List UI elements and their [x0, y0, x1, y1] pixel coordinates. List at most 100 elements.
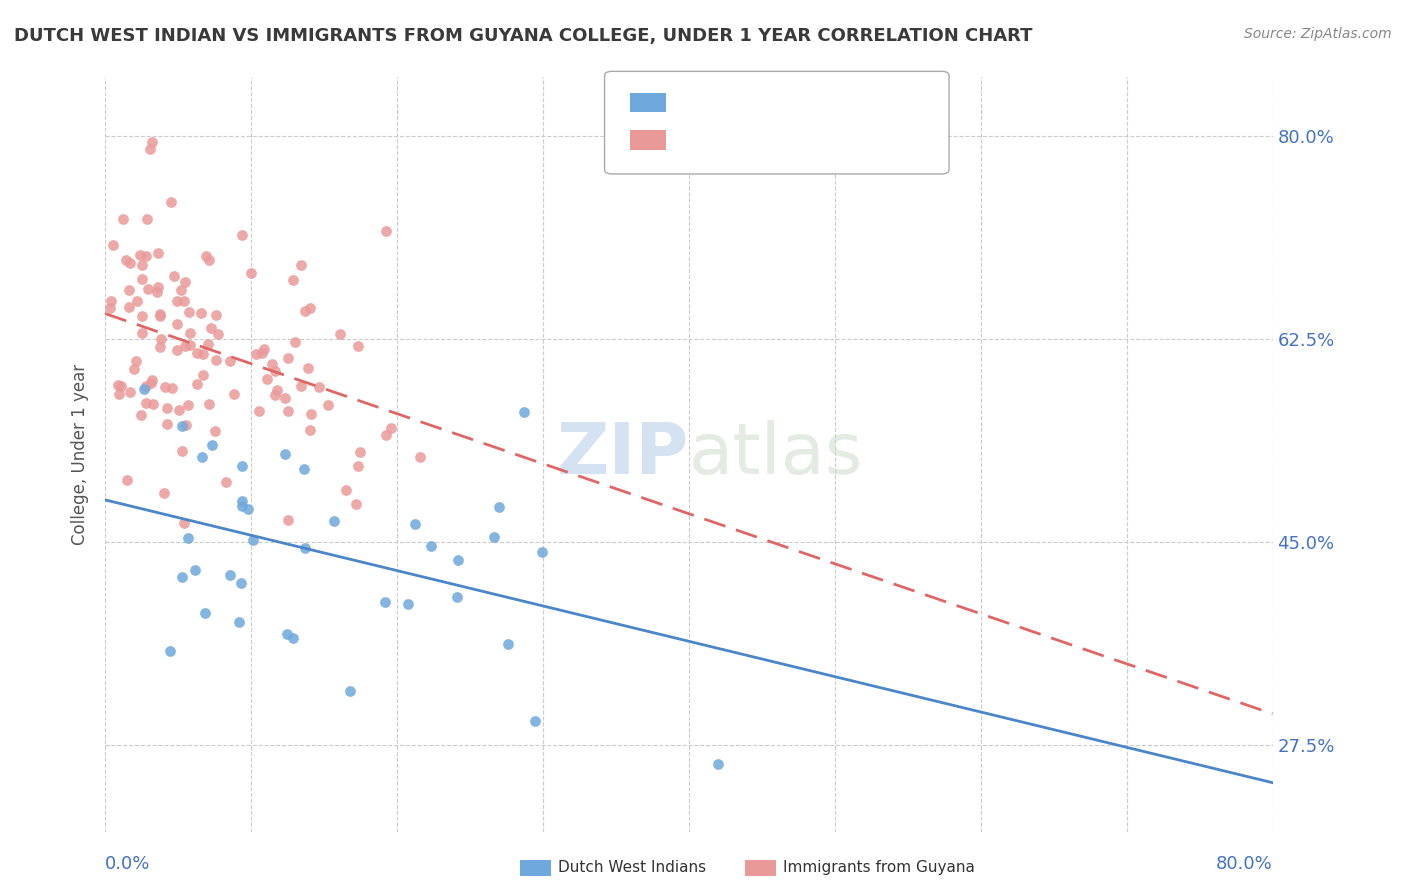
Point — [231, 227, 253, 242]
Point — [380, 421, 402, 435]
Point — [523, 714, 546, 728]
Point — [530, 545, 553, 559]
Point — [131, 272, 153, 286]
Point — [117, 301, 139, 315]
Point — [274, 392, 297, 406]
Point — [316, 399, 339, 413]
Point — [129, 248, 152, 262]
Point — [173, 516, 195, 531]
Point — [122, 362, 145, 376]
Point — [215, 475, 238, 489]
Point — [323, 514, 346, 528]
Point — [179, 338, 201, 352]
Point — [420, 540, 443, 554]
Point — [513, 405, 536, 419]
Point — [290, 258, 312, 272]
Point — [155, 380, 177, 394]
Point — [166, 317, 188, 331]
Point — [186, 376, 208, 391]
Point — [484, 530, 506, 544]
Point — [374, 428, 396, 442]
Text: atlas: atlas — [689, 420, 863, 490]
Point — [107, 377, 129, 392]
Point — [177, 398, 200, 412]
Point — [231, 494, 253, 508]
Point — [247, 403, 270, 417]
Point — [198, 253, 221, 268]
Point — [156, 417, 179, 431]
Point — [276, 627, 298, 641]
Point — [409, 450, 432, 464]
Text: -0.451: -0.451 — [721, 129, 780, 147]
Point — [299, 301, 322, 316]
Point — [118, 283, 141, 297]
Point — [195, 249, 218, 263]
Point — [294, 541, 316, 555]
Point — [277, 513, 299, 527]
Point — [135, 249, 157, 263]
Point — [335, 483, 357, 497]
Point — [108, 387, 131, 401]
Text: DUTCH WEST INDIAN VS IMMIGRANTS FROM GUYANA COLLEGE, UNDER 1 YEAR CORRELATION CH: DUTCH WEST INDIAN VS IMMIGRANTS FROM GUY… — [14, 27, 1032, 45]
Point — [231, 575, 253, 590]
Point — [141, 373, 163, 387]
Point — [292, 462, 315, 476]
Point — [112, 212, 135, 227]
Text: 37: 37 — [820, 92, 844, 110]
Point — [224, 387, 246, 401]
Point — [174, 275, 197, 289]
Point — [264, 388, 287, 402]
Point — [231, 459, 253, 474]
Point — [274, 447, 297, 461]
Text: ZIP: ZIP — [557, 420, 689, 490]
Point — [308, 380, 330, 394]
Point — [298, 423, 321, 437]
Point — [194, 606, 217, 620]
Point — [347, 458, 370, 473]
Point — [139, 142, 162, 156]
Point — [160, 194, 183, 209]
Point — [118, 385, 141, 400]
Point — [277, 404, 299, 418]
Text: 0.0%: 0.0% — [105, 855, 150, 872]
Point — [375, 224, 398, 238]
Point — [134, 383, 156, 397]
Point — [201, 438, 224, 452]
Point — [176, 418, 198, 433]
Point — [124, 354, 146, 368]
Point — [498, 637, 520, 651]
Point — [173, 293, 195, 308]
Point — [142, 397, 165, 411]
Point — [153, 485, 176, 500]
Text: -0.244: -0.244 — [721, 92, 780, 110]
Point — [101, 238, 124, 252]
Point — [446, 590, 468, 604]
Point — [177, 304, 200, 318]
Point — [264, 364, 287, 378]
Point — [329, 327, 352, 342]
Point — [169, 402, 191, 417]
Text: N =: N = — [785, 92, 821, 110]
Text: R =: R = — [679, 92, 716, 110]
Point — [136, 282, 159, 296]
Point — [339, 684, 361, 698]
Point — [148, 310, 170, 324]
Point — [149, 340, 172, 354]
Point — [297, 361, 319, 376]
Point — [162, 381, 184, 395]
Point — [198, 397, 221, 411]
Point — [281, 273, 304, 287]
Point — [193, 347, 215, 361]
Text: R =: R = — [679, 129, 716, 147]
Point — [242, 533, 264, 547]
Point — [135, 395, 157, 409]
Point — [207, 326, 229, 341]
Point — [115, 473, 138, 487]
Point — [146, 246, 169, 260]
Point — [135, 212, 157, 227]
Point — [141, 135, 163, 149]
Point — [294, 304, 316, 318]
Point — [253, 342, 276, 356]
Point — [170, 444, 193, 458]
Point — [172, 419, 194, 434]
